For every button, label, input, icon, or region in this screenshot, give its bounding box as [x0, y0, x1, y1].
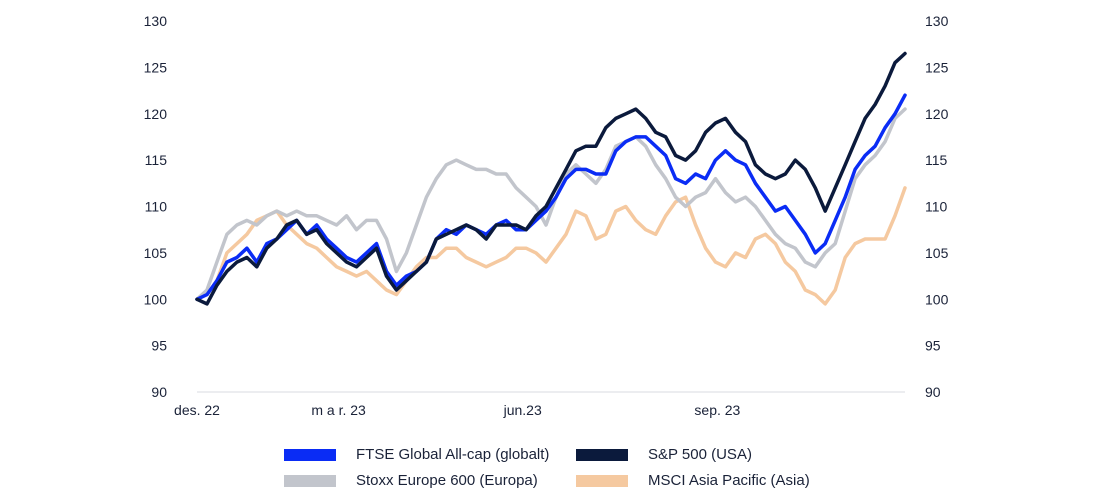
series-line-msci [195, 186, 907, 306]
y-axis-right: 90 95 100 105 110 115 120 125 130 [925, 13, 949, 400]
x-tick-label: m a r. 23 [311, 402, 366, 418]
y-tick-label-right: 95 [925, 338, 941, 354]
series-line-stoxx [195, 107, 907, 302]
y-tick-label-left: 125 [144, 59, 168, 75]
series-lines [195, 51, 907, 306]
y-tick-label-left: 110 [145, 199, 168, 215]
legend-swatch-msci [576, 474, 628, 487]
legend-swatch-stoxx [284, 474, 336, 487]
y-tick-label-right: 120 [925, 106, 949, 122]
y-tick-label-left: 120 [144, 106, 168, 122]
legend-swatch-sp500 [576, 448, 628, 461]
x-tick-label: jun.23 [503, 402, 542, 418]
y-tick-label-left: 130 [144, 13, 168, 29]
series-line-sp500 [195, 51, 907, 306]
y-tick-label-left: 105 [144, 245, 168, 261]
legend: FTSE Global All-cap (globalt) S&P 500 (U… [284, 446, 844, 489]
legend-label-ftse: FTSE Global All-cap (globalt) [356, 446, 550, 463]
legend-label-msci: MSCI Asia Pacific (Asia) [648, 472, 810, 489]
legend-label-stoxx: Stoxx Europe 600 (Europa) [356, 472, 538, 489]
legend-label-sp500: S&P 500 (USA) [648, 446, 752, 463]
y-tick-label-right: 90 [925, 384, 941, 400]
legend-item-sp500: S&P 500 (USA) [576, 446, 836, 463]
y-tick-label-right: 115 [925, 152, 948, 168]
line-chart: 90 95 100 105 110 115 120 125 130 90 95 100 105 110 1… [144, 13, 949, 418]
x-tick-label: sep. 23 [694, 402, 740, 418]
legend-swatch-ftse [284, 448, 336, 461]
y-axis-left: 90 95 100 105 110 115 120 125 130 [144, 13, 168, 400]
x-tick-label: des. 22 [174, 402, 220, 418]
y-tick-label-left: 100 [144, 291, 168, 307]
y-tick-label-right: 130 [925, 13, 949, 29]
legend-item-stoxx: Stoxx Europe 600 (Europa) [284, 472, 576, 489]
legend-item-msci: MSCI Asia Pacific (Asia) [576, 472, 836, 489]
y-tick-label-left: 95 [151, 338, 167, 354]
y-tick-label-left: 115 [145, 152, 168, 168]
y-tick-label-right: 105 [925, 245, 949, 261]
y-tick-label-right: 125 [925, 59, 949, 75]
y-tick-label-left: 90 [151, 384, 167, 400]
series-line-ftse [195, 93, 907, 302]
y-tick-label-right: 100 [925, 291, 949, 307]
x-axis: des. 22 m a r. 23 jun.23 sep. 23 [174, 402, 741, 418]
legend-item-ftse: FTSE Global All-cap (globalt) [284, 446, 576, 463]
y-tick-label-right: 110 [925, 199, 948, 215]
